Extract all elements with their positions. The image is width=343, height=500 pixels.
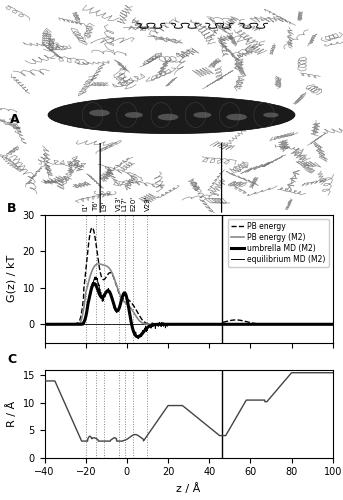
Ellipse shape bbox=[89, 110, 110, 116]
Y-axis label: R / Å: R / Å bbox=[6, 400, 17, 427]
X-axis label: z / Å: z / Å bbox=[176, 483, 201, 494]
Legend: PB energy, PB energy (M2), umbrella MD (M2), equilibrium MD (M2): PB energy, PB energy (M2), umbrella MD (… bbox=[228, 219, 329, 266]
Ellipse shape bbox=[125, 112, 143, 118]
Text: T6': T6' bbox=[93, 200, 99, 211]
Text: I1': I1' bbox=[83, 202, 89, 211]
Text: A: A bbox=[10, 112, 20, 126]
Text: L17': L17' bbox=[122, 196, 128, 211]
Ellipse shape bbox=[226, 114, 247, 120]
Text: L9': L9' bbox=[101, 200, 107, 211]
Text: C: C bbox=[7, 352, 16, 366]
Text: B: B bbox=[7, 202, 16, 215]
Text: V29': V29' bbox=[144, 196, 151, 211]
Ellipse shape bbox=[263, 112, 279, 117]
Y-axis label: G(z) / kT: G(z) / kT bbox=[7, 255, 17, 302]
Ellipse shape bbox=[48, 96, 295, 134]
Ellipse shape bbox=[158, 114, 178, 120]
Text: E20': E20' bbox=[130, 196, 136, 211]
Text: V13': V13' bbox=[116, 195, 122, 211]
Ellipse shape bbox=[193, 112, 211, 118]
